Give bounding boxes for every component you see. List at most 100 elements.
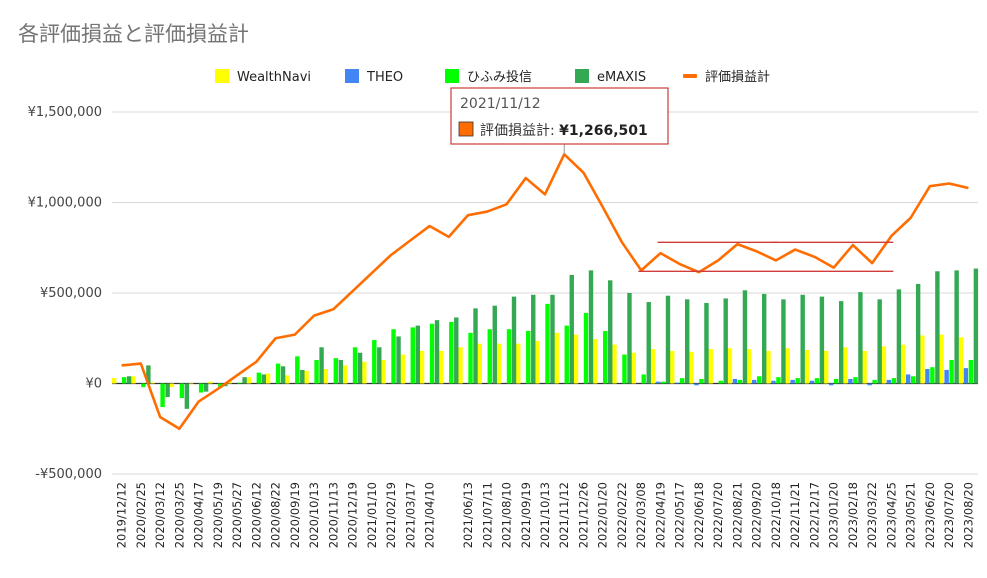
bar [935,271,940,384]
bar [872,379,877,384]
bar [781,299,786,384]
legend[interactable]: WealthNavi THEO ひふみ投信 eMAXIS 評価損益計 [215,69,770,85]
chart-title: 各評価損益と評価損益計 [18,22,249,46]
tooltip: 2021/11/12 評価損益計: ¥1,266,501 [450,87,669,155]
bar [338,359,344,384]
bar [704,302,709,384]
bar [396,336,401,384]
bar [198,383,204,393]
x-tick-label: 2020/10/13 [307,482,321,548]
line-評価損益計 [121,152,969,431]
legend-label: ひふみ投信 [467,69,532,85]
bar [785,348,790,384]
x-tick-label: 2019/12/12 [115,482,129,548]
bar [650,349,656,384]
legend-label: eMAXIS [597,70,646,85]
x-tick-label: 2021/09/19 [519,482,533,548]
bar [516,343,521,384]
x-tick-label: 2022/06/18 [692,482,706,548]
bar [506,329,512,384]
bar [150,382,155,384]
bar [352,347,358,384]
bar [891,378,897,384]
bar [631,352,636,384]
bar [569,274,574,384]
tooltip-date: 2021/11/12 [460,96,541,112]
x-tick-label: 2020/03/12 [153,482,167,548]
bar [400,354,405,384]
bar [973,268,979,384]
x-tick-label: 2021/11/12 [557,482,571,548]
bar [968,359,974,384]
bar [458,347,463,384]
bar [342,365,348,384]
bar [256,372,262,384]
y-tick-label: ¥1,500,000 [28,105,102,120]
bar [680,378,685,384]
bar [809,380,815,384]
x-tick-label: 2023/02/18 [846,482,860,548]
legend-swatch [345,69,359,83]
bar [246,377,252,384]
tooltip-swatch [458,121,474,137]
x-tick-label: 2020/09/19 [288,482,302,548]
bar [694,383,699,386]
x-tick-label: 2021/01/10 [365,482,379,548]
legend-item[interactable]: THEO [345,69,403,85]
bar [833,378,839,384]
x-tick-label: 2021/08/10 [500,482,514,548]
bar [588,270,594,384]
y-tick-label: ¥500,000 [40,286,102,301]
bar [242,377,247,384]
bar [362,361,367,384]
bar [550,294,555,384]
bar [689,351,694,384]
bar [838,301,844,384]
x-tick-label: 2023/06/20 [923,482,937,548]
bar [819,296,825,384]
x-tick-label: 2022/05/17 [673,482,687,548]
bar [573,334,579,384]
legend-item[interactable]: WealthNavi [215,69,311,85]
bar [333,358,339,384]
bar [535,340,540,384]
bar [265,373,271,384]
x-tick-label: 2021/02/19 [384,482,398,548]
bar [718,380,723,384]
y-tick-label: ¥1,000,000 [28,196,102,211]
bar [608,280,613,384]
bar [593,339,598,384]
bar [675,382,680,384]
legend-label: THEO [366,70,403,85]
x-tick-label: 2022/02/22 [615,482,629,548]
x-axis-ticks: 2019/12/12 2020/02/25 2020/03/12 2020/03/25… [115,482,976,548]
legend-label: WealthNavi [237,70,311,85]
bar [915,283,921,384]
bar [699,378,704,384]
x-tick-label: 2023/04/25 [884,482,898,548]
bar [766,350,771,384]
legend-item[interactable]: 評価損益計 [683,69,770,85]
bar [877,299,882,384]
bar [545,303,550,384]
bar [771,380,776,384]
bar [410,327,415,384]
x-tick-label: 2023/05/21 [904,482,918,548]
bar [526,331,531,384]
x-tick-label: 2020/05/27 [230,482,244,548]
bar [468,332,473,384]
bar [179,383,185,398]
bar [583,312,589,384]
bar [896,289,902,384]
bar [439,350,444,384]
x-tick-label: 2020/08/22 [269,482,283,548]
gridlines [112,111,978,475]
legend-item[interactable]: eMAXIS [575,69,646,85]
legend-item[interactable]: ひふみ投信 [445,69,532,85]
bar [708,349,713,384]
x-tick-label: 2020/12/19 [346,482,360,548]
bar [881,346,887,384]
bar [930,367,935,384]
bar [188,383,194,385]
bar [237,382,242,384]
